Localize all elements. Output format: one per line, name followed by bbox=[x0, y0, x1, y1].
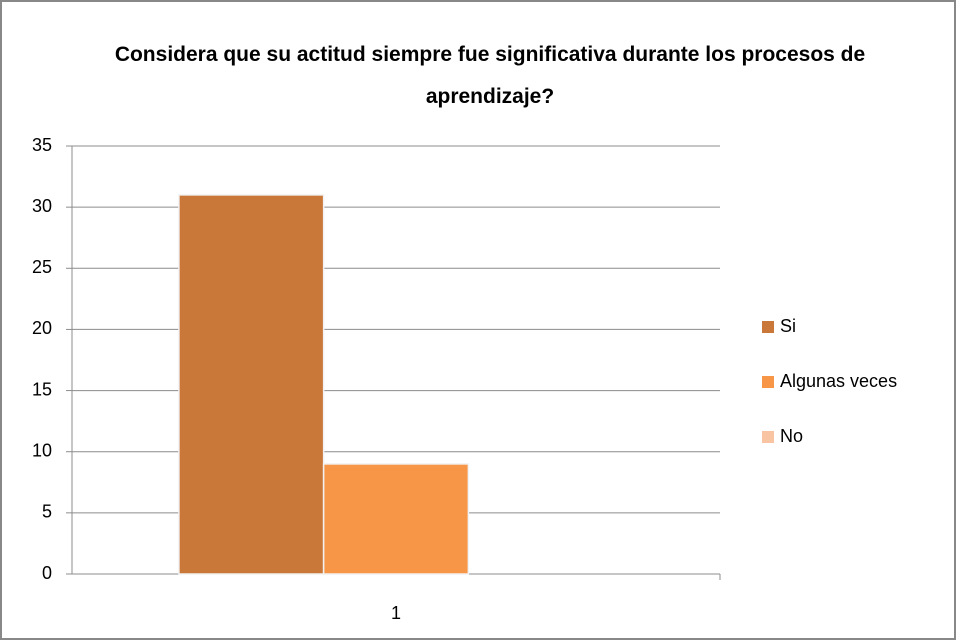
legend-label: Si bbox=[780, 316, 796, 336]
y-tick-label: 15 bbox=[32, 379, 52, 399]
y-tick-label: 0 bbox=[42, 563, 52, 583]
legend-label: Algunas veces bbox=[780, 371, 897, 391]
legend-label: No bbox=[780, 426, 803, 446]
legend-swatch bbox=[762, 376, 774, 388]
y-tick-label: 35 bbox=[32, 135, 52, 155]
legend-swatch bbox=[762, 431, 774, 443]
bar bbox=[322, 463, 470, 575]
x-tick-label: 1 bbox=[391, 603, 401, 623]
y-tick-label: 20 bbox=[32, 318, 52, 338]
y-tick-label: 30 bbox=[32, 196, 52, 216]
bar bbox=[178, 194, 325, 575]
y-tick-label: 5 bbox=[42, 502, 52, 522]
y-tick-label: 10 bbox=[32, 440, 52, 460]
chart-title: Considera que su actitud siempre fue sig… bbox=[114, 43, 866, 108]
legend-swatch bbox=[762, 321, 774, 333]
y-tick-label: 25 bbox=[32, 257, 52, 277]
